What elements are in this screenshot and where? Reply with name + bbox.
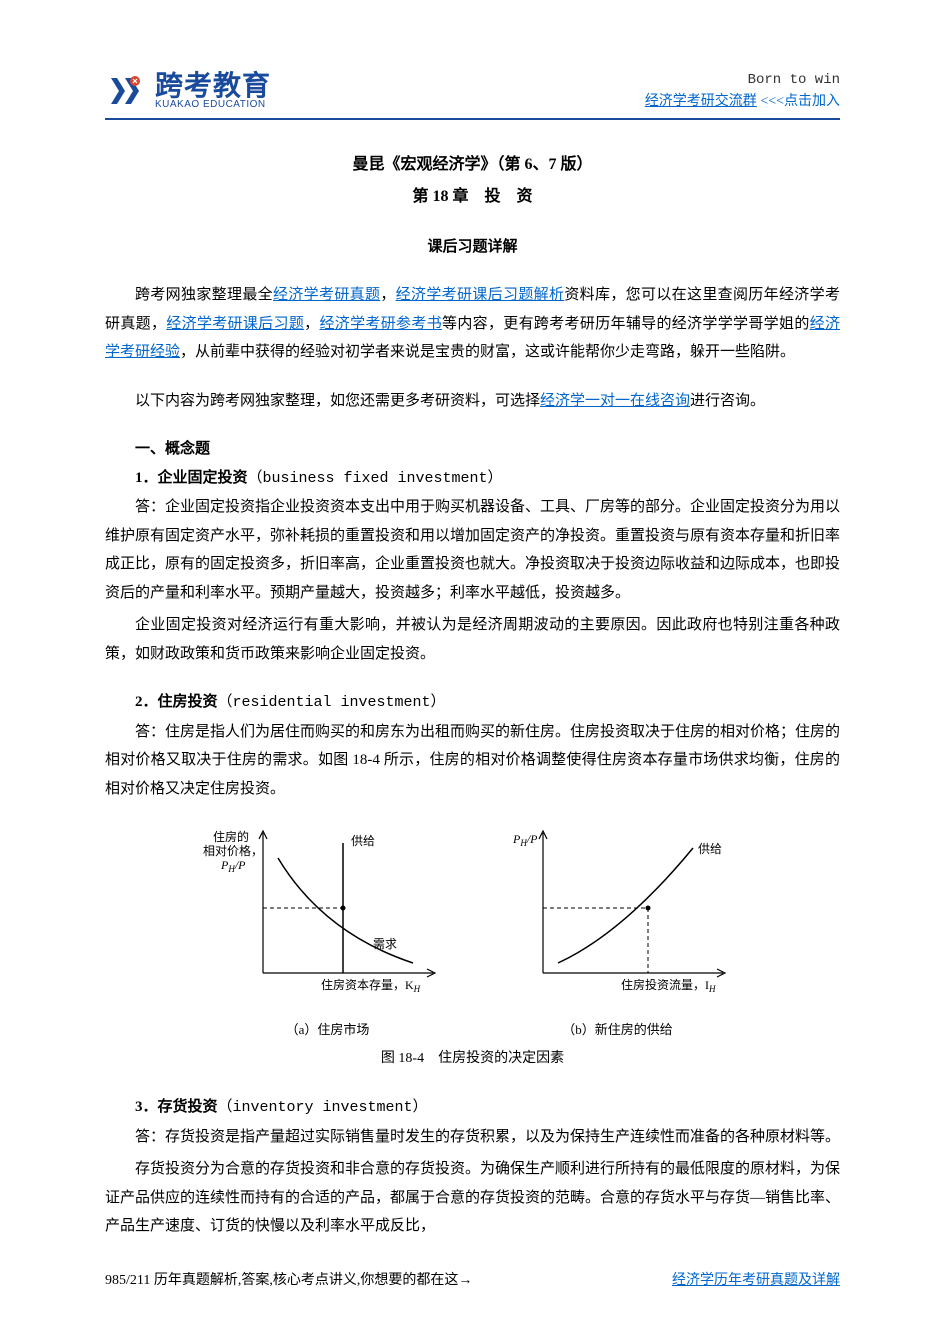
link-cankaoshu[interactable]: 经济学考研参考书	[319, 316, 442, 332]
link-zhenti[interactable]: 经济学考研真题	[273, 287, 380, 303]
header-group-link[interactable]: 经济学考研交流群	[645, 94, 757, 109]
link-xiti-jiexi[interactable]: 经济学考研课后习题解析	[396, 287, 565, 303]
fig-a-demand-label: 需求	[373, 937, 397, 951]
fig-b-subcaption: （b）新住房的供给	[493, 1018, 743, 1043]
q1-p1: 答：企业固定投资指企业投资资本支出中用于购买机器设备、工具、厂房等的部分。企业固…	[105, 493, 840, 607]
logo-block: 跨考教育 KUAKAO EDUCATION	[105, 70, 271, 112]
q3-p1: 答：存货投资是指产量超过实际销售量时发生的存货积累，以及为保持生产连续性而准备的…	[105, 1123, 840, 1152]
fig-a-ylabel3: PH/P	[220, 858, 246, 874]
intro-para-2: 以下内容为跨考网独家整理，如您还需更多考研资料，可选择经济学一对一在线咨询进行咨…	[105, 387, 840, 416]
fig-a-subcaption: （a）住房市场	[203, 1018, 453, 1043]
title-main: 曼昆《宏观经济学》（第 6、7 版）	[105, 150, 840, 180]
fig-a-ylabel1: 住房的	[213, 829, 249, 844]
q1-title: 1．企业固定投资（business fixed investment）	[105, 464, 840, 494]
q3-p2: 存货投资分为合意的存货投资和非合意的存货投资。为确保生产顺利进行所持有的最低限度…	[105, 1155, 840, 1241]
fig-b-supply-label: 供给	[698, 842, 722, 856]
section-header: 课后习题详解	[105, 233, 840, 262]
header-arrows: <<<点击加入	[757, 94, 840, 109]
section1-title: 一、概念题	[105, 435, 840, 464]
figure-caption: 图 18-4 住房投资的决定因素	[105, 1046, 840, 1073]
page-footer: 985/211 历年真题解析,答案,核心考点讲义,你想要的都在这→ 经济学历年考…	[105, 1269, 840, 1289]
header-right: Born to win 经济学考研交流群 <<<点击加入	[645, 70, 840, 112]
logo-en: KUAKAO EDUCATION	[155, 100, 271, 110]
link-xiti[interactable]: 经济学考研课后习题	[166, 316, 304, 332]
logo-cn: 跨考教育	[155, 72, 271, 100]
footer-link[interactable]: 经济学历年考研真题及详解	[672, 1269, 840, 1289]
content: 曼昆《宏观经济学》（第 6、7 版） 第 18 章 投 资 课后习题详解 跨考网…	[105, 150, 840, 1241]
fig-b-xlabel: 住房投资流量，IH	[621, 977, 716, 994]
motto: Born to win	[645, 70, 840, 91]
q2-p1: 答：住房是指人们为居住而购买的和房东为出租而购买的新住房。住房投资取决于住房的相…	[105, 718, 840, 804]
footer-text: 985/211 历年真题解析,答案,核心考点讲义,你想要的都在这→	[105, 1269, 472, 1289]
figure-panel-a: 住房的 相对价格， PH/P 供给 需求 住房资本存量，KH （a）住房市场	[203, 813, 453, 1042]
figure-18-4: 住房的 相对价格， PH/P 供给 需求 住房资本存量，KH （a）住房市场	[105, 813, 840, 1042]
intro-para-1: 跨考网独家整理最全经济学考研真题，经济学考研课后习题解析资料库，您可以在这里查阅…	[105, 281, 840, 367]
logo-text: 跨考教育 KUAKAO EDUCATION	[155, 72, 271, 110]
q1-p2: 企业固定投资对经济运行有重大影响，并被认为是经济周期波动的主要原因。因此政府也特…	[105, 611, 840, 668]
figure-panel-b: PH/P 供给 住房投资流量，IH （b）新住房的供给	[493, 813, 743, 1042]
fig-b-ylabel: PH/P	[512, 832, 538, 848]
fig-a-xlabel: 住房资本存量，KH	[321, 977, 421, 994]
title-sub: 第 18 章 投 资	[105, 182, 840, 212]
fig-a-ylabel2: 相对价格，	[203, 843, 263, 858]
logo-icon	[105, 70, 147, 112]
q2-title: 2．住房投资（residential investment）	[105, 688, 840, 718]
q3-title: 3．存货投资（inventory investment）	[105, 1093, 840, 1123]
page-header: 跨考教育 KUAKAO EDUCATION Born to win 经济学考研交…	[105, 70, 840, 120]
fig-a-supply-label: 供给	[351, 834, 375, 848]
link-zixun[interactable]: 经济学一对一在线咨询	[540, 393, 690, 409]
